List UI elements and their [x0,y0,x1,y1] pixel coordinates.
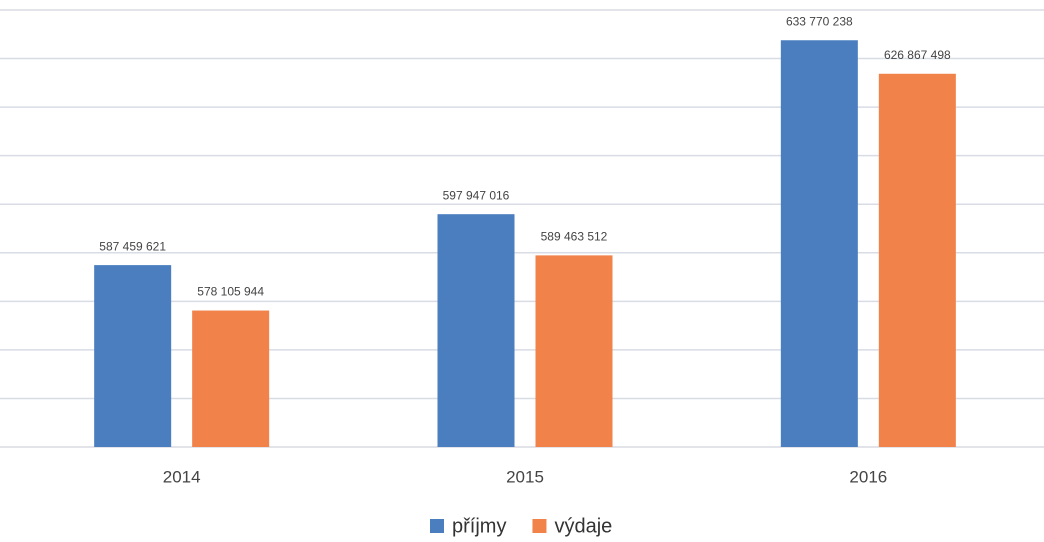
value-label: 633 770 238 [786,14,853,28]
bar [192,310,270,447]
value-label: 626 867 498 [884,48,951,62]
value-label: 597 947 016 [443,188,510,202]
legend-label: příjmy [452,515,506,537]
bar [437,214,515,447]
value-label: 587 459 621 [99,239,166,253]
legend-swatch [430,519,444,533]
x-tick-label: 2016 [849,467,887,486]
bar [94,265,172,447]
bar [780,40,858,447]
bar [878,73,956,447]
legend-swatch [532,519,547,533]
bar [535,255,613,447]
legend-label: výdaje [554,515,612,537]
value-label: 578 105 944 [197,285,264,299]
value-label: 589 463 512 [541,230,608,244]
x-tick-label: 2015 [506,467,544,486]
x-tick-label: 2014 [163,467,201,486]
